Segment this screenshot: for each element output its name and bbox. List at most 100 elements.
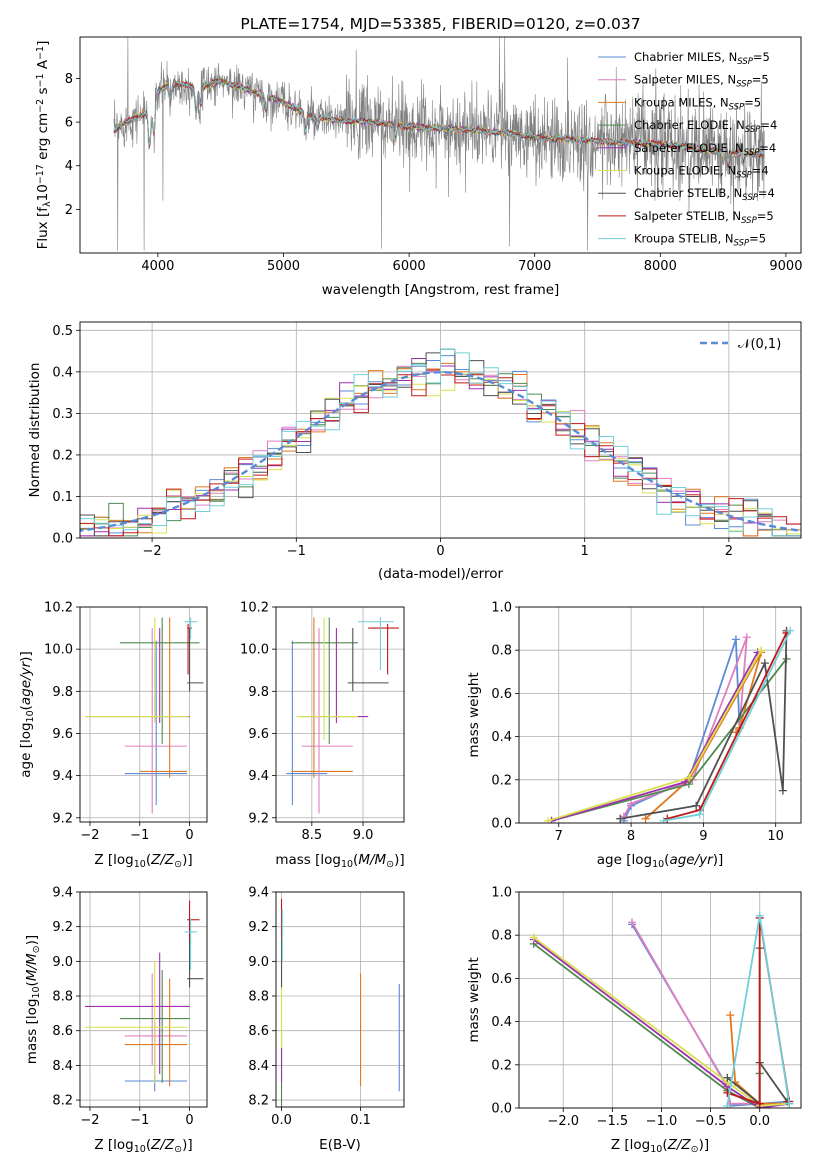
y-axis-label: mass weight	[466, 672, 482, 757]
y-tick-label: 9.6	[248, 727, 269, 742]
y-tick-label: 9.4	[52, 769, 73, 784]
y-tick-label: 8.8	[52, 990, 73, 1005]
weight-marker	[627, 918, 636, 927]
y-tick-label: 0.4	[491, 1015, 512, 1030]
weight_vs_Z-axes: −2.0 −1.5 −1.0 −0.5 0.0 0.0 0.2 0.4 0.6 0.8 1.0	[491, 886, 801, 1129]
weight-marker	[755, 911, 764, 920]
y-tick-label: 0.6	[491, 972, 512, 987]
y-tick-label: 9.2	[52, 811, 73, 826]
weight-marker	[731, 635, 740, 644]
weight-marker	[778, 786, 787, 795]
weight-marker	[641, 814, 650, 823]
legend-entry: Salpeter STELIB, NSSP=5	[634, 209, 774, 226]
legend-entry: Kroupa MILES, NSSP=5	[634, 95, 761, 112]
x-tick-label: −1	[130, 828, 149, 843]
x-tick-label: 0.0	[749, 1114, 770, 1129]
x-axis-label: Z [log10(Z/Z⊙)]	[94, 1137, 192, 1155]
y-tick-label: 9.0	[52, 955, 73, 970]
y-tick-label: 8.8	[248, 990, 269, 1005]
y-axis-label: Normed distribution	[27, 363, 43, 498]
y-tick-label: 8.4	[248, 1059, 269, 1074]
y-tick-label: 10.2	[240, 601, 269, 616]
spectrum-frame	[79, 36, 802, 254]
weight-marker	[529, 933, 538, 942]
weight-marker	[543, 816, 552, 823]
y-tick-label: 10.0	[44, 643, 73, 658]
weight-series-line	[726, 915, 791, 1106]
x-axis-label: wavelength [Angstrom, rest frame]	[322, 282, 560, 298]
y-tick-label: 8	[65, 72, 73, 87]
y-axis-label: age [log10(age/yr)]	[18, 651, 36, 777]
weight-marker	[786, 626, 795, 635]
y-axis-label: mass weight	[466, 957, 482, 1042]
legend-entry: Salpeter MILES, NSSP=5	[634, 73, 769, 90]
residual-histogram-line	[80, 348, 801, 537]
mass_vs_Z-points	[84, 900, 204, 1092]
weight-marker	[755, 1099, 764, 1108]
y-tick-label: 6	[65, 116, 73, 131]
x-tick-label: 0.1	[350, 1113, 371, 1128]
y-tick-label: 0.8	[491, 644, 512, 659]
y-tick-label: 0.2	[52, 448, 73, 463]
x-tick-label: −1.5	[597, 1114, 629, 1129]
x-tick-label: 1	[581, 544, 589, 559]
x-tick-label: 8000	[644, 259, 677, 274]
y-tick-label: 0.0	[52, 532, 73, 547]
weight_vs_age-frame	[518, 606, 802, 824]
legend-entry: Kroupa STELIB, NSSP=5	[634, 232, 766, 249]
weight-marker	[692, 801, 701, 810]
mass_vs_ebv-axes: 0.0 0.1 8.2 8.4 8.6 8.8 9.0 9.2 9.4	[248, 886, 404, 1128]
x-tick-label: 9	[699, 829, 707, 844]
y-tick-label: 9.4	[52, 886, 73, 901]
x-tick-label: −0.5	[695, 1114, 727, 1129]
x-axis-label: age [log10(age/yr)]	[597, 852, 723, 870]
x-tick-label: −2.0	[547, 1114, 579, 1129]
weight_vs_Z-frame	[518, 891, 802, 1109]
x-tick-label: −1.0	[646, 1114, 678, 1129]
y-tick-label: 9.2	[248, 811, 269, 826]
x-tick-label: −1	[287, 544, 306, 559]
weight-marker	[695, 810, 704, 819]
y-tick-label: 9.8	[248, 685, 269, 700]
weight-marker	[723, 1101, 732, 1108]
model-spectrum-line	[113, 77, 765, 166]
age_vs_Z-frame	[79, 606, 208, 823]
y-axis-label: mass [log10(M/M⊙)]	[24, 935, 42, 1064]
model-spectrum-line	[113, 78, 765, 166]
x-tick-label: 0	[185, 828, 193, 843]
y-tick-label: 8.6	[52, 1024, 73, 1039]
weight_vs_age-series	[543, 626, 795, 823]
x-tick-label: 9000	[769, 259, 802, 274]
x-axis-label: (data-model)/error	[378, 566, 504, 582]
x-tick-label: 5000	[267, 259, 300, 274]
y-tick-label: 9.4	[248, 769, 269, 784]
y-tick-label: 0.5	[52, 324, 73, 339]
weight-series-line	[663, 630, 792, 822]
x-tick-label: −2	[143, 544, 162, 559]
weight-marker	[684, 773, 693, 782]
weight-series-line	[622, 639, 741, 822]
y-tick-label: 8.2	[248, 1094, 269, 1109]
y-tick-label: 0.2	[491, 773, 512, 788]
y-tick-label: 2	[65, 203, 73, 218]
x-tick-label: 10	[767, 829, 784, 844]
weight-series-line	[727, 917, 791, 1105]
y-axis-label: Flux [fλ10−17 erg cm−2 s−1 A−1]	[35, 41, 53, 250]
x-tick-label: 0.0	[271, 1113, 292, 1128]
y-tick-label: 9.2	[248, 920, 269, 935]
chart-title: PLATE=1754, MJD=53385, FIBERID=0120, z=0…	[240, 15, 640, 33]
spectrum-lines	[113, 37, 765, 251]
spectrum-axes: 4000 5000 6000 7000 8000 9000 2 4 6 8	[65, 72, 803, 274]
y-tick-label: 0.4	[52, 365, 73, 380]
weight-marker	[616, 814, 625, 823]
y-tick-label: 0.4	[491, 730, 512, 745]
x-tick-label: −2	[80, 1113, 99, 1128]
y-tick-label: 0.0	[491, 817, 512, 832]
x-tick-label: 2	[725, 544, 733, 559]
y-tick-label: 9.6	[52, 727, 73, 742]
age_vs_Z-points	[84, 617, 204, 814]
age_vs_mass-points	[286, 617, 399, 814]
legend-entry: Chabrier MILES, NSSP=5	[634, 50, 770, 67]
y-tick-label: 8.6	[248, 1024, 269, 1039]
